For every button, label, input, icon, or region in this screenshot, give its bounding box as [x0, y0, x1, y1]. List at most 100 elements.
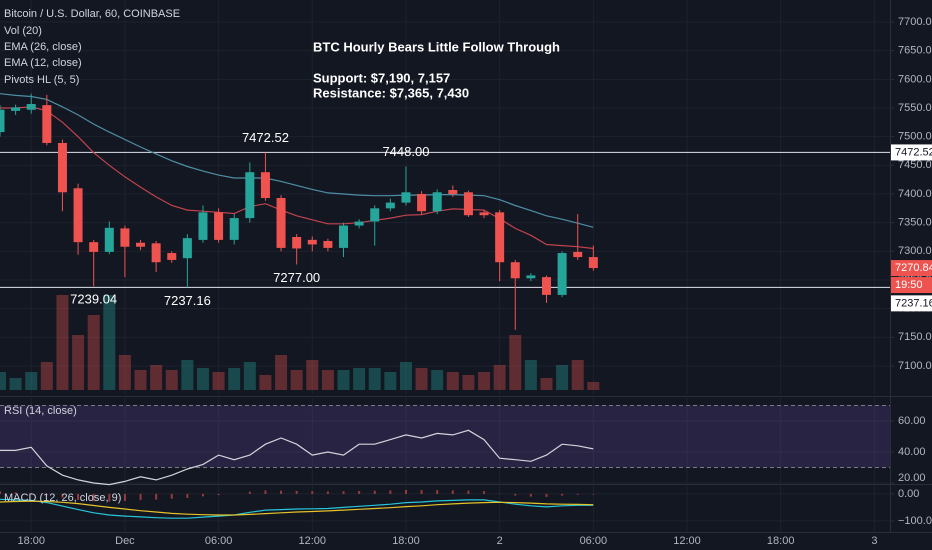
y-tick-label: 7550.00: [898, 102, 932, 114]
y-tick-label: 20.00: [898, 472, 926, 484]
volume-bar: [368, 368, 381, 390]
candle-body: [557, 253, 567, 295]
candle-body: [42, 105, 52, 143]
volume-bar: [462, 375, 475, 390]
volume-bar: [56, 295, 69, 390]
pivot-label: 7448.00: [382, 144, 429, 159]
candle-body: [136, 242, 146, 247]
y-tick-label: 7100.00: [898, 360, 932, 372]
candle-body: [339, 225, 349, 248]
ema-legend: EMA (12, close): [4, 57, 82, 69]
histogram-bar: [45, 493, 48, 495]
volume-bar: [275, 355, 288, 390]
histogram-bar: [280, 490, 283, 494]
rsi-band: [0, 405, 890, 468]
y-tick-label: 60.00: [898, 415, 926, 427]
macd-legend: MACD (12, 26, close, 9): [4, 492, 121, 504]
histogram-bar: [404, 489, 407, 494]
volume-bar: [571, 360, 584, 390]
volume-bar: [243, 362, 256, 390]
histogram-bar: [123, 493, 126, 501]
last-price-label: 7270.84: [895, 262, 932, 274]
histogram-bar: [170, 493, 173, 499]
volume-bar: [587, 382, 600, 390]
candle-body: [432, 192, 442, 212]
candle-body: [588, 257, 598, 269]
y-tick-label: 7400.00: [898, 188, 932, 200]
y-tick-label: 7650.00: [898, 45, 932, 57]
histogram-bar: [436, 490, 439, 494]
symbol-legend: Bitcoin / U.S. Dollar, 60, COINBASE: [4, 8, 180, 20]
candle-body: [214, 212, 224, 240]
volume-bar: [446, 372, 459, 390]
volume-bar: [431, 370, 444, 390]
candle-body: [276, 198, 286, 248]
histogram-bar: [155, 493, 158, 500]
indicator-line: [0, 498, 594, 519]
x-tick-label: 3: [871, 535, 877, 547]
histogram-bar: [451, 490, 454, 494]
volume-bar: [290, 370, 303, 390]
volume-bar: [150, 365, 163, 390]
volume-bar: [212, 372, 225, 390]
candle-body: [370, 208, 380, 222]
candle-body: [401, 192, 411, 203]
x-tick-label: 06:00: [580, 535, 608, 547]
candle-body: [104, 227, 114, 252]
candle-body: [307, 239, 317, 245]
volume-bar: [9, 378, 22, 390]
x-tick-label: Dec: [115, 535, 135, 547]
ema-legend: EMA (26, close): [4, 41, 82, 53]
y-tick-label: 7350.00: [898, 217, 932, 229]
histogram-bar: [139, 493, 142, 501]
volume-bar: [478, 372, 491, 390]
volume-bar: [337, 370, 350, 390]
volume-bar: [181, 360, 194, 390]
hline-label: 7472.52: [895, 146, 932, 158]
candle-body: [463, 192, 473, 216]
rsi-legend: RSI (14, close): [4, 405, 77, 417]
volume-bar: [40, 362, 53, 390]
annotation-line: Resistance: $7,365, 7,430: [313, 85, 469, 100]
volume-bar: [118, 355, 131, 390]
y-tick-label: 40.00: [898, 446, 926, 458]
candle-body: [73, 188, 83, 243]
volume-bar: [228, 368, 241, 390]
volume-bar: [103, 295, 116, 390]
candle-body: [526, 275, 536, 279]
candle-body: [260, 172, 270, 199]
grid: [0, 0, 894, 532]
volume-bar: [415, 368, 428, 390]
candle-body: [541, 277, 551, 295]
hline-marker: [891, 295, 932, 312]
labels: Bitcoin / U.S. Dollar, 60, COINBASE Vol …: [4, 8, 932, 547]
candle-body: [573, 251, 583, 258]
histogram-bar: [248, 491, 251, 494]
x-tick-label: 12:00: [673, 535, 701, 547]
histogram-bar: [389, 490, 392, 494]
histogram-bar: [264, 490, 267, 494]
histogram-bar: [61, 493, 64, 498]
volume-bar: [524, 360, 537, 390]
histogram-bar: [342, 491, 345, 494]
volume-bar: [384, 372, 397, 390]
marks: [0, 93, 890, 519]
x-tick-label: 18:00: [392, 535, 420, 547]
volume-bar: [509, 335, 522, 390]
histogram-bar: [326, 491, 329, 494]
histogram-bar: [14, 492, 17, 494]
histogram-bar: [217, 493, 220, 495]
volume-bar: [353, 368, 366, 390]
volume-bar: [165, 370, 178, 390]
countdown-label: 19:50: [895, 279, 923, 291]
hline-marker: [891, 144, 932, 161]
histogram-bar: [529, 493, 532, 497]
candle-body: [198, 212, 208, 240]
volume-bar: [321, 370, 334, 390]
y-tick-label: 7450.00: [898, 159, 932, 171]
candle-body: [417, 194, 427, 212]
candle-body: [26, 103, 36, 110]
pivot-label: 7239.04: [70, 292, 117, 307]
